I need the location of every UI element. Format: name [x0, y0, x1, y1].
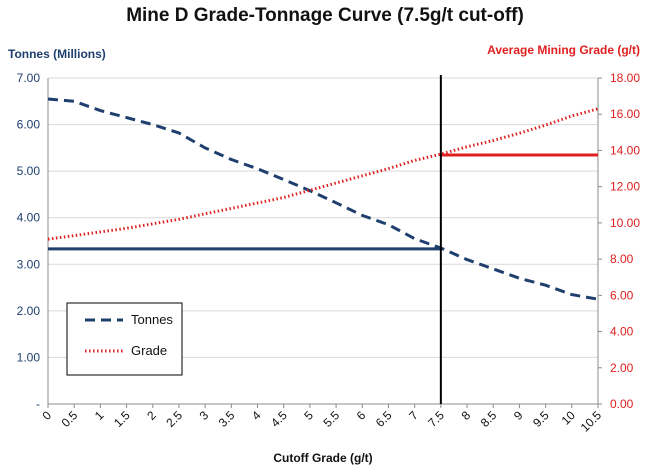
x-tick-label: 3	[197, 408, 212, 423]
y-right-tick-label: 8.00	[610, 252, 634, 266]
y-left-tick-label: 3.00	[17, 257, 41, 271]
y-right-tick-label: 12.00	[610, 180, 640, 194]
x-tick-label: 5.5	[321, 408, 343, 430]
x-tick-label: 0.5	[59, 408, 81, 430]
x-tick-label: 9	[511, 408, 526, 423]
y-right-tick-label: 6.00	[610, 288, 634, 302]
y-right-tick-label: 2.00	[610, 361, 634, 375]
y-left-tick-label: 5.00	[17, 164, 41, 178]
x-axis-title: Cutoff Grade (g/t)	[273, 451, 372, 465]
y-right-tick-label: 4.00	[610, 325, 634, 339]
legend-box	[66, 302, 183, 376]
y-left-tick-label: 6.00	[17, 118, 41, 132]
y-right-tick-label: 18.00	[610, 71, 640, 85]
y-right-tick-label: 16.00	[610, 107, 640, 121]
legend: Tonnes Grade	[66, 302, 183, 376]
x-tick-label: 6	[354, 408, 369, 423]
x-tick-label: 7	[406, 408, 421, 423]
x-axis-ticks: 0 0.5 1 1.5 2 2.5 3 3.5 4 4.5 5 5.5 6 6.5 7 7.5 8 8.5 9 9.5…	[39, 404, 604, 435]
y-right-tick-label: 10.00	[610, 216, 640, 230]
y-axis-right-ticks: 0.00 2.00 4.00 6.00 8.00 10.00 12.00 14.00 16.00…	[598, 71, 640, 411]
axes	[47, 78, 599, 405]
y-left-tick-label: 1.00	[17, 350, 41, 364]
x-tick-label: 6.5	[373, 408, 395, 430]
y-left-tick-label: 7.00	[17, 71, 41, 85]
x-tick-label: 8.5	[478, 408, 500, 430]
chart-title: Mine D Grade-Tonnage Curve (7.5g/t cut-o…	[126, 5, 524, 26]
y-right-tick-label: 14.00	[610, 143, 640, 157]
legend-label-grade: Grade	[131, 343, 167, 358]
x-tick-label: 7.5	[425, 408, 447, 430]
x-tick-label: 2.5	[163, 408, 185, 430]
series-line-grade	[47, 107, 599, 241]
cutoff-markers	[48, 75, 598, 404]
y-right-tick-label: 0.00	[610, 397, 634, 411]
x-tick-label: 9.5	[530, 408, 552, 430]
y-axis-right-title: Average Mining Grade (g/t)	[487, 43, 640, 57]
y-axis-left-ticks: - 1.00 2.00 3.00 4.00 5.00 6.00 7.00	[17, 71, 41, 411]
x-tick-label: 4.5	[268, 408, 290, 430]
x-tick-label: 10	[559, 408, 579, 428]
x-tick-label: 1.5	[111, 408, 133, 430]
x-tick-label: 10.5	[578, 408, 605, 435]
x-tick-label: 8	[459, 408, 474, 423]
legend-label-tonnes: Tonnes	[131, 312, 173, 327]
y-axis-left-title: Tonnes (Millions)	[8, 47, 106, 61]
series-line-tonnes	[47, 97, 599, 301]
series-layer	[47, 97, 599, 301]
y-left-tick-label: 2.00	[17, 304, 41, 318]
x-tick-label: 4	[249, 408, 264, 423]
y-left-tick-label: -	[36, 397, 40, 411]
x-tick-label: 1	[92, 408, 107, 423]
y-left-tick-label: 4.00	[17, 211, 41, 225]
x-tick-label: 5	[301, 408, 316, 423]
x-tick-label: 0	[39, 408, 54, 423]
x-tick-label: 2	[144, 408, 159, 423]
x-tick-label: 3.5	[216, 408, 238, 430]
